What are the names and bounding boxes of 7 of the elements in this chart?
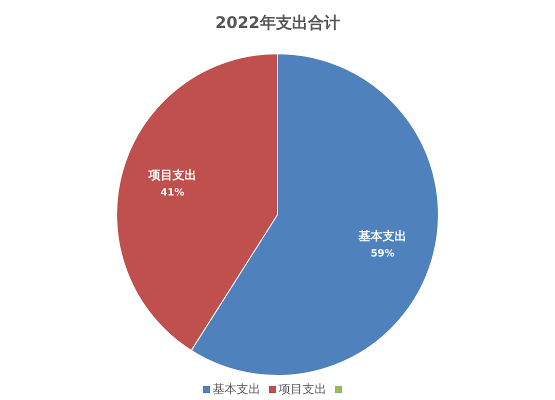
legend-label: 项目支出 [278,380,326,398]
data-label: 41% [160,188,184,199]
data-label: 59% [370,248,395,260]
legend-label: 基本支出 [212,380,260,398]
slice-label: 基本支出 [358,229,407,244]
slice-label: 项目支出 [147,168,196,182]
chart-title: 2022年支出合计 [215,12,340,32]
